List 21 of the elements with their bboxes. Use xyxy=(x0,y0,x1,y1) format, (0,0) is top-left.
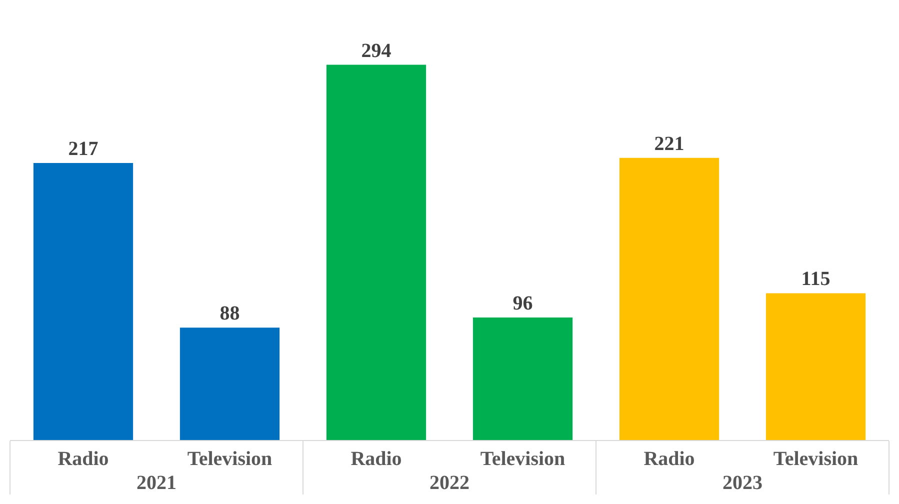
data-label: 115 xyxy=(801,268,830,290)
data-label: 96 xyxy=(512,292,533,314)
bar xyxy=(619,158,720,440)
data-label: 88 xyxy=(220,302,240,325)
bar xyxy=(33,163,134,440)
text: 2021 xyxy=(136,472,176,494)
text: 2023 xyxy=(722,472,762,494)
x-tick-label: Television xyxy=(480,448,566,470)
bar xyxy=(766,293,866,440)
bar xyxy=(472,317,573,440)
x-tick-label: Television xyxy=(187,448,272,470)
data-label: 221 xyxy=(654,132,684,155)
x-tick-label: Radio xyxy=(644,448,695,470)
x-tick-label: Radio xyxy=(58,448,109,470)
x-tick-label: Television xyxy=(773,448,858,470)
data-label: 294 xyxy=(361,40,392,62)
bar xyxy=(326,64,426,440)
text: 2022 xyxy=(430,472,470,494)
data-label: 217 xyxy=(68,138,98,160)
x-tick-label: Radio xyxy=(350,448,402,470)
bar xyxy=(180,328,280,440)
